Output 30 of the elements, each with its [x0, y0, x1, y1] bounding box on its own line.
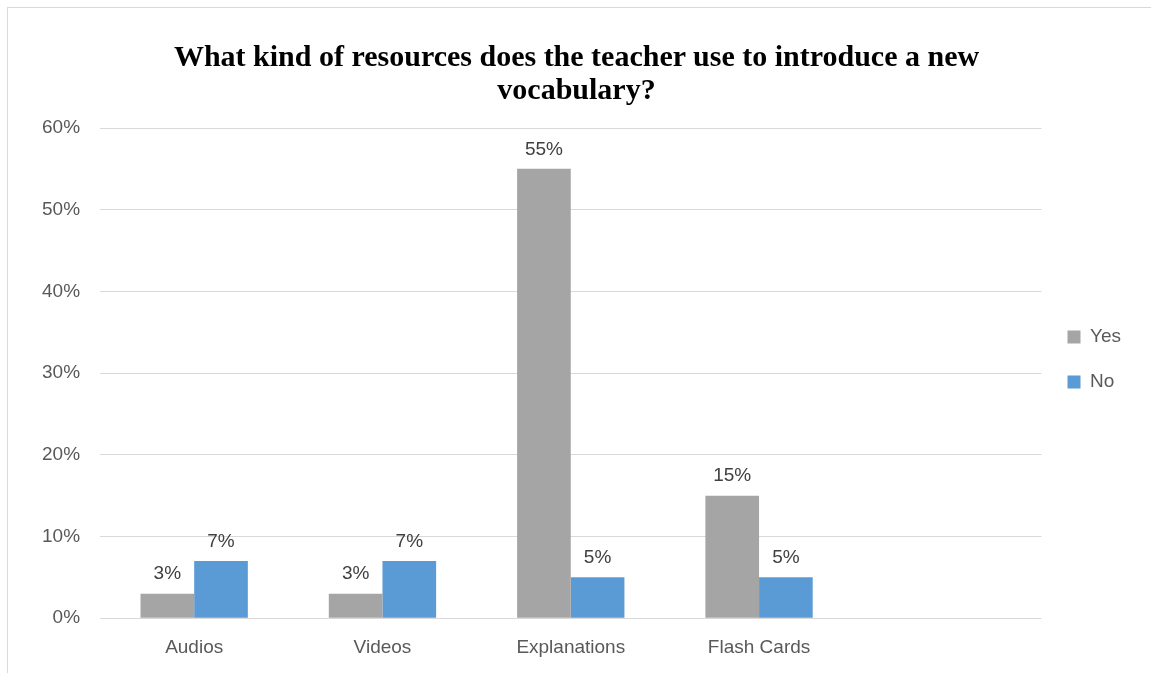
- y-tick-label: 10%: [42, 524, 81, 546]
- bar: [705, 495, 760, 618]
- bar: [140, 593, 195, 618]
- y-tick-label: 40%: [42, 279, 81, 301]
- x-tick-label: Videos: [353, 635, 412, 657]
- x-tick-label: Explanations: [516, 635, 626, 657]
- y-tick-label: 20%: [42, 443, 81, 465]
- y-tick-label: 60%: [42, 116, 81, 138]
- data-label: 15%: [713, 464, 752, 486]
- x-tick-label: Audios: [165, 635, 224, 657]
- bar: [759, 577, 813, 618]
- data-label: 3%: [341, 562, 370, 584]
- bar: [517, 168, 571, 618]
- data-label: 5%: [772, 546, 800, 568]
- y-tick-label: 30%: [42, 361, 81, 383]
- data-label: 3%: [153, 562, 182, 584]
- bar: [328, 593, 383, 618]
- y-tick-label: 0%: [52, 606, 81, 628]
- bar: [194, 561, 248, 618]
- bar: [382, 561, 437, 618]
- y-tick-label: 50%: [42, 197, 81, 219]
- chart-title: What kind of resources does the teacher use to introduce a new vocabulary?: [173, 39, 980, 106]
- legend-label: Yes: [1090, 325, 1121, 347]
- data-label: 55%: [524, 137, 564, 159]
- data-label: 7%: [395, 529, 424, 551]
- bar: [570, 577, 625, 618]
- x-tick-label: Flash Cards: [707, 635, 811, 657]
- legend-label: No: [1090, 370, 1115, 392]
- data-label: 5%: [583, 546, 612, 568]
- data-label: 7%: [207, 529, 235, 551]
